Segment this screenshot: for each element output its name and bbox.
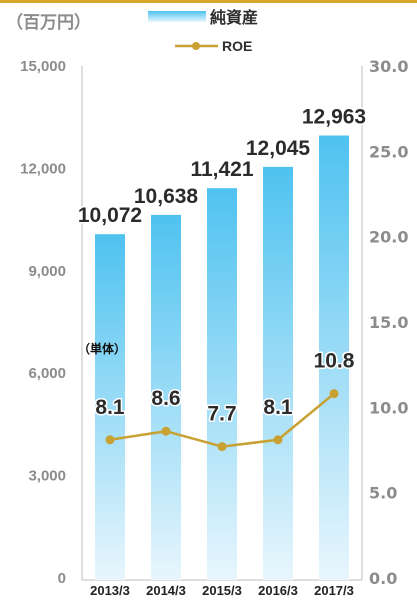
roe-value-label: 7.7 <box>207 403 236 426</box>
roe-point <box>161 426 171 436</box>
left-axis-tick-label: 15,000 <box>20 58 66 75</box>
x-axis-category-labels: 2013/3 2014/3 2015/3 2016/3 2017/3 <box>90 583 354 598</box>
right-axis-tick-label: 0.0 <box>369 569 397 588</box>
standalone-annotation: （単体） <box>78 341 126 356</box>
right-axis-tick-label: 5.0 <box>369 484 397 503</box>
right-axis-tick-label: 10.0 <box>369 398 408 417</box>
x-axis-category-label: 2017/3 <box>314 583 354 598</box>
right-axis-tick-label: 30.0 <box>369 57 408 76</box>
net-assets-value-label: 10,072 <box>78 204 142 227</box>
net-assets-bar <box>95 234 125 581</box>
net-assets-bar <box>151 214 181 581</box>
roe-point <box>273 435 283 445</box>
net-assets-bars <box>95 135 349 581</box>
roe-value-label: 8.1 <box>95 396 125 419</box>
net-assets-value-label: 12,963 <box>302 106 366 129</box>
legend-label-net-assets: 純資産 <box>210 8 258 27</box>
right-axis-tick-label: 20.0 <box>369 228 408 247</box>
net-assets-value-label: 12,045 <box>246 137 311 160</box>
roe-value-label: 10.8 <box>314 350 355 373</box>
legend: 純資産 ROE <box>148 8 258 54</box>
x-axis-category-label: 2014/3 <box>146 583 186 598</box>
roe-point <box>105 435 115 445</box>
roe-line-series <box>105 389 339 452</box>
x-axis-category-label: 2015/3 <box>202 583 242 598</box>
legend-swatch-net-assets <box>148 11 206 22</box>
net-assets-bar <box>319 135 349 580</box>
left-axis-tick-label: 0 <box>58 570 66 587</box>
x-axis-category-label: 2013/3 <box>90 583 130 598</box>
roe-point <box>329 389 339 399</box>
legend-label-roe: ROE <box>222 38 252 54</box>
x-axis-category-label: 2016/3 <box>258 583 298 598</box>
right-axis-tick-label: 25.0 <box>369 142 408 161</box>
roe-value-label: 8.1 <box>263 396 293 419</box>
left-axis-tick-label: 9,000 <box>28 263 66 280</box>
left-axis-tick-label: 12,000 <box>20 160 66 177</box>
right-axis-tick-label: 15.0 <box>369 313 408 332</box>
left-axis-tick-label: 6,000 <box>28 365 66 382</box>
right-axis-tick-labels: 30.0 25.0 20.0 15.0 10.0 5.0 0.0 <box>369 57 408 588</box>
net-assets-value-label: 11,421 <box>190 158 253 181</box>
roe-point <box>217 442 227 452</box>
left-axis-tick-labels: 15,000 12,000 9,000 6,000 3,000 0 <box>20 58 66 587</box>
legend-swatch-roe-marker <box>192 42 200 50</box>
unit-label: （百万円） <box>6 12 91 33</box>
net-assets-bar <box>207 188 237 580</box>
net-assets-bar <box>263 166 293 580</box>
roe-value-label: 8.6 <box>151 387 180 410</box>
roe-value-labels: 8.1 8.6 7.7 8.1 10.8 <box>94 348 356 427</box>
left-axis-tick-label: 3,000 <box>28 468 66 485</box>
net-assets-value-label: 10,638 <box>134 185 199 208</box>
top-accent-border <box>0 0 417 3</box>
